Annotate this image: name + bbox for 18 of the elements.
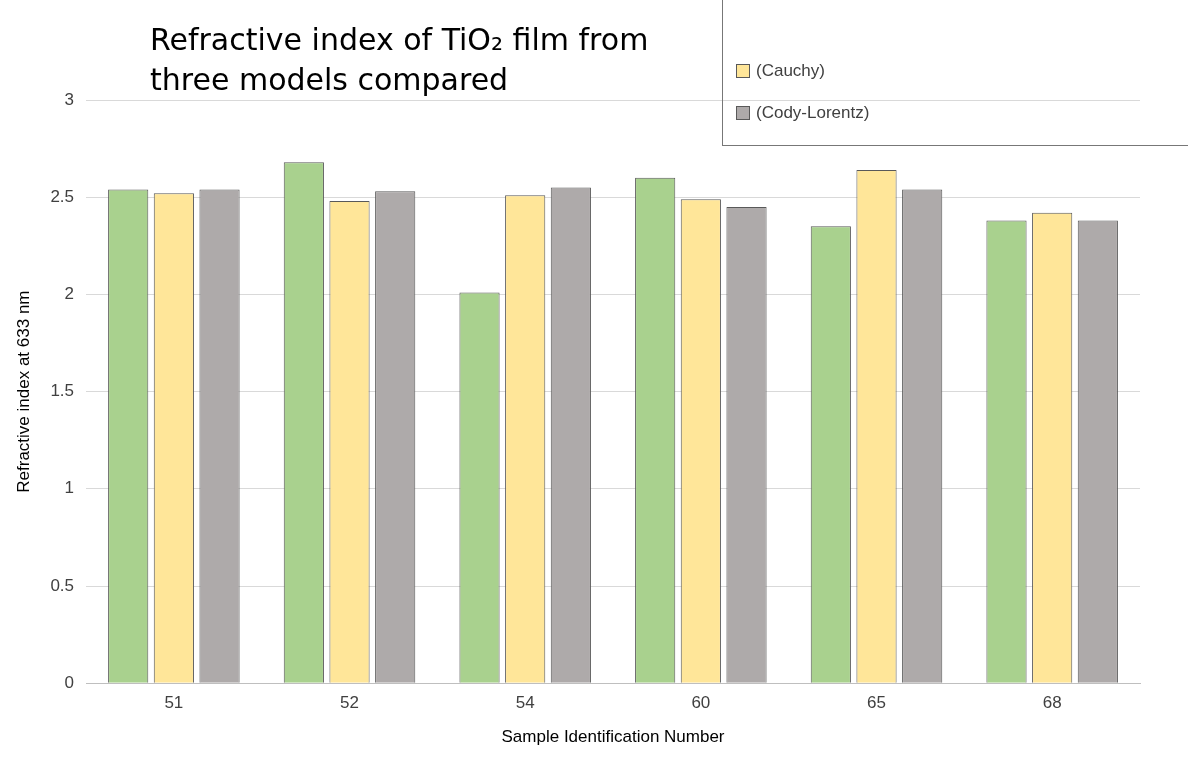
y-tick-label: 0: [64, 672, 75, 692]
chart-title: Refractive index of TiO₂ film from three models compared: [150, 21, 650, 99]
y-tick-label: 1.5: [50, 381, 75, 401]
y-tick-label: 2: [64, 284, 75, 304]
y-tick-label: 2.5: [50, 186, 75, 206]
x-tick-label: 65: [867, 693, 886, 713]
x-tick-label: 68: [1042, 693, 1062, 713]
y-tick-label: 0.5: [50, 575, 75, 595]
x-tick-label: 60: [691, 693, 711, 713]
x-tick-label: 54: [515, 693, 535, 713]
y-axis-title: Refractive index at 633 nm: [13, 290, 33, 493]
legend-label: (Cody-Lorentz): [756, 103, 870, 123]
x-tick-label: 52: [340, 693, 359, 713]
legend-label: (Cauchy): [756, 61, 825, 81]
y-tick-label: 1: [64, 478, 75, 498]
x-tick-label: 51: [164, 693, 184, 713]
x-axis-title: Sample Identification Number: [501, 727, 725, 747]
y-tick-label: 3: [64, 89, 75, 109]
